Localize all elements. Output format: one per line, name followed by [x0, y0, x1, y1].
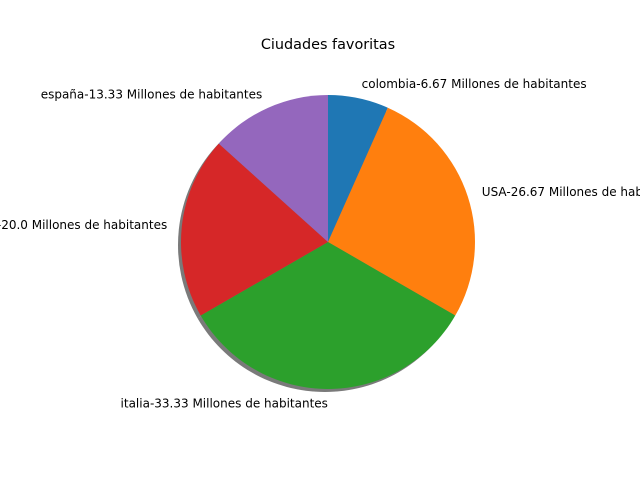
pie-slice-label: italia-33.33 Millones de habitantes [121, 397, 328, 411]
pie-slice-label: colombia-6.67 Millones de habitantes [362, 77, 587, 91]
pie-slice-label: alemania-20.0 Millones de habitantes [0, 218, 167, 232]
pie-labels: colombia-6.67 Millones de habitantes USA-… [0, 77, 640, 411]
pie-slices [181, 95, 475, 389]
pie-slice [181, 143, 328, 316]
pie-slice-label: españa-13.33 Millones de habitantes [41, 87, 263, 101]
chart-title: Ciudades favoritas [261, 37, 395, 53]
pie-slice [328, 95, 388, 242]
pie-slice [328, 107, 475, 316]
pie-slice-label: USA-26.67 Millones de habitantes [482, 185, 640, 199]
pie-slice [200, 242, 456, 389]
pie-slice [218, 95, 328, 242]
